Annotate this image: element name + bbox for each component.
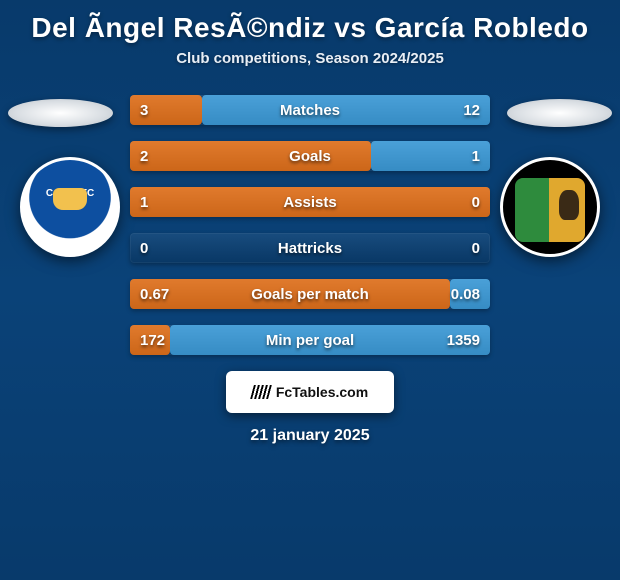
stat-label: Assists bbox=[130, 187, 490, 217]
date-stamp: 21 january 2025 bbox=[0, 427, 620, 445]
brand-box[interactable]: FcTables.com bbox=[226, 371, 394, 413]
stat-label: Goals bbox=[130, 141, 490, 171]
comparison-arena: Celaya FC 312Matches 21Goals 10Assists 00Ha… bbox=[0, 91, 620, 445]
brand-text: FcTables.com bbox=[276, 384, 368, 400]
stat-row: 312Matches bbox=[130, 95, 490, 125]
page-subtitle: Club competitions, Season 2024/2025 bbox=[0, 50, 620, 67]
page-title: Del Ãngel ResÃ©ndiz vs García Robledo bbox=[0, 0, 620, 50]
deer-icon bbox=[559, 190, 579, 220]
stat-rows: 312Matches 21Goals 10Assists 00Hattricks 0.6… bbox=[130, 91, 490, 355]
club-crest-left-label: Celaya FC bbox=[23, 188, 117, 199]
brand-logo-icon bbox=[250, 385, 272, 399]
stat-row: 10Assists bbox=[130, 187, 490, 217]
platform-left bbox=[8, 99, 113, 127]
stat-row: 21Goals bbox=[130, 141, 490, 171]
stat-label: Matches bbox=[130, 95, 490, 125]
club-crest-left: Celaya FC bbox=[20, 157, 120, 257]
stat-row: 0.670.08Goals per match bbox=[130, 279, 490, 309]
stat-label: Hattricks bbox=[130, 233, 490, 263]
stat-row: 00Hattricks bbox=[130, 233, 490, 263]
stat-label: Min per goal bbox=[130, 325, 490, 355]
club-crest-right bbox=[500, 157, 600, 257]
platform-right bbox=[507, 99, 612, 127]
stat-label: Goals per match bbox=[130, 279, 490, 309]
stat-row: 1721359Min per goal bbox=[130, 325, 490, 355]
